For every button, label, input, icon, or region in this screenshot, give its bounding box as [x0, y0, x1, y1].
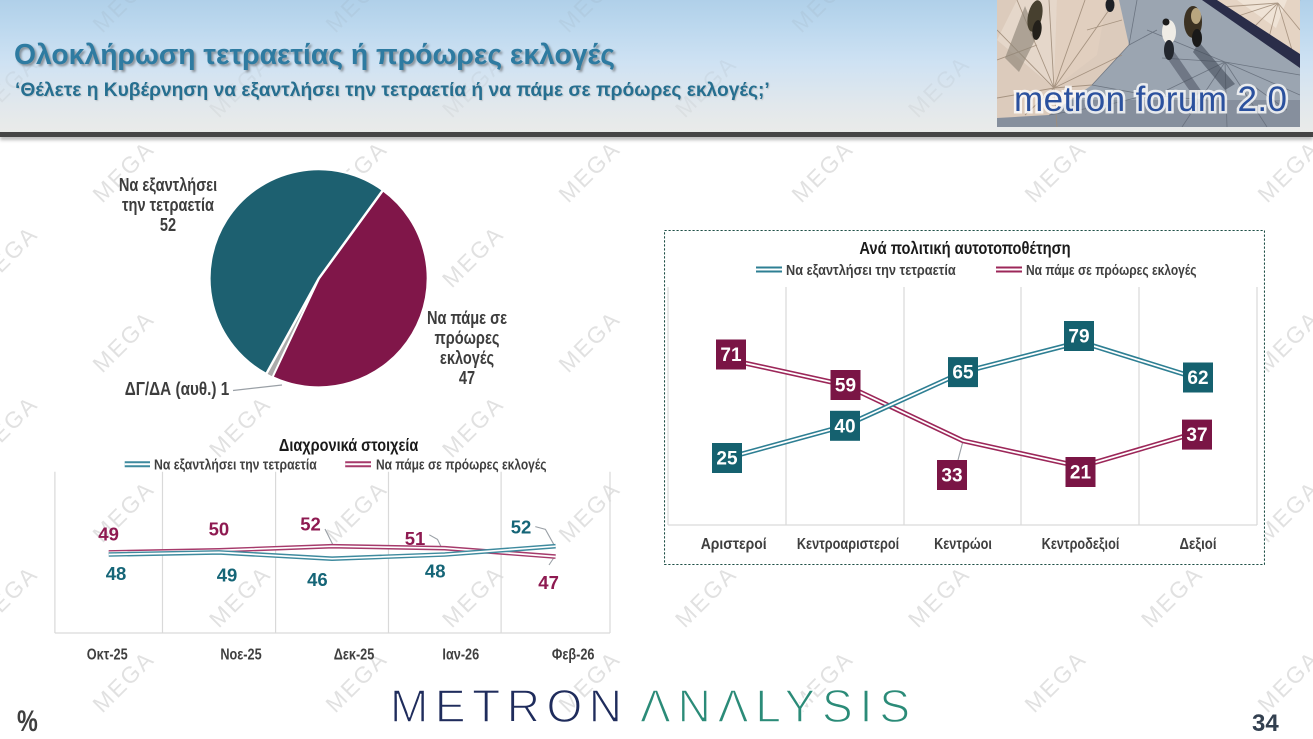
svg-text:62: 62	[1187, 368, 1208, 389]
svg-text:Να εξαντλήσει την τετραετία: Να εξαντλήσει την τετραετία	[154, 456, 317, 472]
svg-text:52: 52	[511, 517, 532, 538]
svg-text:metron forum 2.0: metron forum 2.0	[1014, 80, 1287, 119]
svg-text:79: 79	[1068, 327, 1089, 348]
svg-text:metron forum 2.0: metron forum 2.0	[1014, 80, 1287, 119]
svg-text:37: 37	[1186, 425, 1207, 446]
svg-text:Ανά πολιτική αυτοτοποθέτηση: Ανά πολιτική αυτοτοποθέτηση	[859, 239, 1070, 258]
svg-text:25: 25	[716, 449, 738, 470]
svg-text:51: 51	[405, 528, 426, 549]
svg-text:Κεντρώοι: Κεντρώοι	[934, 536, 992, 553]
svg-text:Διαχρονικά στοιχεία: Διαχρονικά στοιχεία	[279, 436, 419, 456]
svg-text:Να πάμε σε πρόωρες εκλογές: Να πάμε σε πρόωρες εκλογές	[376, 456, 547, 473]
svg-text:47: 47	[538, 572, 559, 593]
svg-text:40: 40	[834, 416, 855, 437]
svg-text:48: 48	[425, 561, 446, 582]
svg-text:Να πάμε σε πρόωρες εκλογές: Να πάμε σε πρόωρες εκλογές	[1026, 262, 1197, 279]
svg-text:65: 65	[952, 363, 974, 384]
svg-text:Δεκ-25: Δεκ-25	[334, 646, 375, 663]
svg-text:Οκτ-25: Οκτ-25	[87, 646, 128, 663]
svg-text:52: 52	[300, 514, 321, 535]
svg-text:Κεντροαριστεροί: Κεντροαριστεροί	[797, 536, 899, 553]
svg-text:Αριστεροί: Αριστεροί	[701, 536, 767, 553]
svg-text:71: 71	[720, 345, 742, 366]
svg-text:49: 49	[98, 524, 119, 545]
svg-text:METRON: METRON	[390, 680, 630, 732]
svg-text:21: 21	[1070, 463, 1092, 484]
svg-text:50: 50	[209, 519, 230, 540]
svg-text:49: 49	[217, 565, 238, 586]
svg-text:Νοε-25: Νοε-25	[220, 646, 261, 663]
svg-text:Κεντροδεξιοί: Κεντροδεξιοί	[1042, 536, 1120, 553]
svg-text:59: 59	[835, 376, 856, 397]
svg-text:Ιαν-26: Ιαν-26	[442, 646, 479, 663]
svg-text:Φεβ-26: Φεβ-26	[552, 646, 595, 663]
svg-text:48: 48	[106, 563, 127, 584]
svg-text:Να εξαντλήσει την τετραετία: Να εξαντλήσει την τετραετία	[786, 261, 956, 278]
svg-text:ΛNΛLYSIS: ΛNΛLYSIS	[640, 680, 917, 732]
svg-text:46: 46	[307, 569, 328, 590]
svg-text:33: 33	[941, 466, 962, 487]
svg-text:Δεξιοί: Δεξιοί	[1180, 536, 1217, 553]
